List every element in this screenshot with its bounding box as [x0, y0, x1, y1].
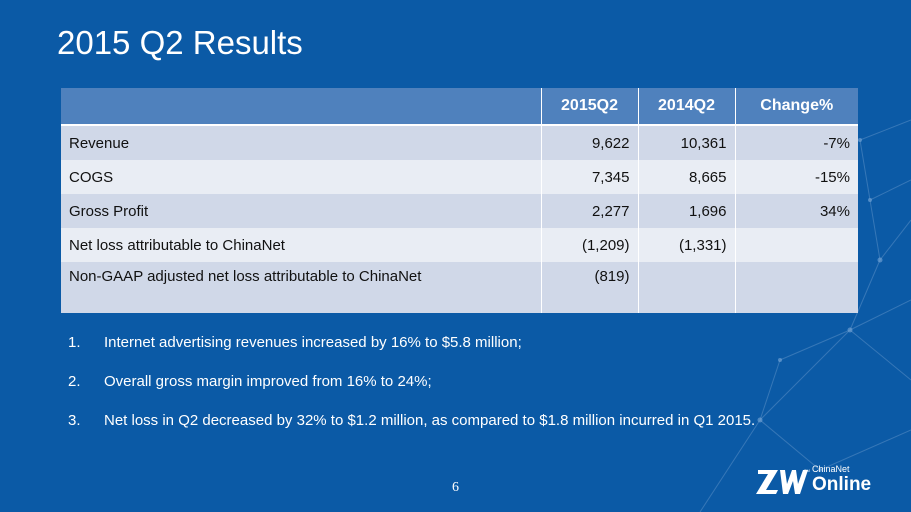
logo-big-text: Online — [812, 474, 872, 495]
value-2014q2: (1,331) — [638, 228, 736, 262]
list-item: 2. Overall gross margin improved from 16… — [68, 373, 828, 391]
zw-logo-mark-icon: TM — [756, 468, 810, 494]
list-item-text: Net loss in Q2 decreased by 32% to $1.2 … — [104, 412, 756, 429]
value-2015q2: (1,209) — [541, 228, 639, 262]
notes-list: 1. Internet advertising revenues increas… — [68, 334, 828, 451]
row-label: COGS — [61, 160, 542, 194]
list-item-number: 1. — [68, 334, 81, 351]
row-label: Non-GAAP adjusted net loss attributable … — [61, 262, 542, 313]
value-2014q2: 1,696 — [638, 194, 736, 228]
row-label: Gross Profit — [61, 194, 542, 228]
table-row: Revenue 9,622 10,361 -7% — [61, 125, 858, 160]
table-row: Gross Profit 2,277 1,696 34% — [61, 194, 858, 228]
value-2014q2: 10,361 — [638, 125, 736, 160]
header-label — [61, 88, 542, 126]
table-row: Net loss attributable to ChinaNet (1,209… — [61, 228, 858, 262]
value-change — [735, 228, 858, 262]
list-item-text: Internet advertising revenues increased … — [104, 334, 522, 351]
header-change: Change% — [735, 88, 858, 126]
value-change — [735, 262, 858, 313]
chinanet-online-logo: TM ChinaNet Online — [756, 460, 876, 500]
list-item: 1. Internet advertising revenues increas… — [68, 334, 828, 352]
header-2014q2: 2014Q2 — [638, 88, 736, 126]
value-change: -7% — [735, 125, 858, 160]
list-item-number: 3. — [68, 412, 81, 429]
table-header-row: 2015Q2 2014Q2 Change% — [61, 88, 858, 126]
logo-tm: TM — [804, 468, 810, 473]
value-2015q2: 7,345 — [541, 160, 639, 194]
table-row: Non-GAAP adjusted net loss attributable … — [61, 262, 858, 313]
value-2015q2: (819) — [541, 262, 639, 313]
logo-small-text: ChinaNet — [812, 464, 850, 474]
value-2015q2: 9,622 — [541, 125, 639, 160]
header-2015q2: 2015Q2 — [541, 88, 639, 126]
slide-title: 2015 Q2 Results — [57, 24, 303, 61]
row-label: Net loss attributable to ChinaNet — [61, 228, 542, 262]
row-label: Revenue — [61, 125, 542, 160]
value-2014q2 — [638, 262, 736, 313]
list-item-text: Overall gross margin improved from 16% t… — [104, 373, 432, 390]
list-item-number: 2. — [68, 373, 81, 390]
value-change: 34% — [735, 194, 858, 228]
results-table: 2015Q2 2014Q2 Change% Revenue 9,622 10,3… — [61, 88, 858, 313]
value-2014q2: 8,665 — [638, 160, 736, 194]
value-change: -15% — [735, 160, 858, 194]
page-number: 6 — [452, 480, 459, 495]
value-2015q2: 2,277 — [541, 194, 639, 228]
list-item: 3. Net loss in Q2 decreased by 32% to $1… — [68, 412, 828, 430]
table-row: COGS 7,345 8,665 -15% — [61, 160, 858, 194]
